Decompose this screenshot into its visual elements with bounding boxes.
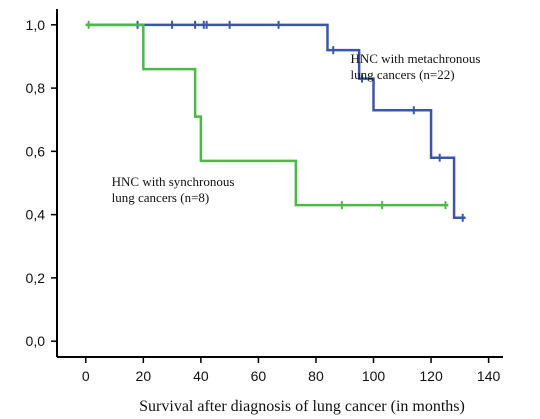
y-tick-label: 0,8 [26, 80, 46, 96]
survival-series-2 [85, 20, 449, 210]
x-tick-label: 40 [193, 368, 209, 384]
series-layer [85, 20, 466, 222]
x-tick-label: 120 [419, 368, 443, 384]
series-annotation: lung cancers (n=8) [112, 190, 210, 205]
x-axis-label: Survival after diagnosis of lung cancer … [139, 398, 465, 415]
x-tick-label: 0 [82, 368, 90, 384]
x-tick-label: 100 [362, 368, 386, 384]
x-tick-label: 20 [136, 368, 152, 384]
y-tick-label: 0,6 [26, 143, 46, 159]
series-annotation: HNC with metachronous [350, 51, 480, 66]
series-annotation: lung cancers (n=22) [350, 67, 454, 82]
axes: 0,0 0,2 0,4 0,6 0,8 1,0 0 20 40 60 80 100 120 140 [26, 9, 503, 384]
survival-series-1 [85, 20, 466, 222]
y-tick-label: 0,4 [26, 207, 46, 223]
x-tick-label: 80 [308, 368, 324, 384]
survival-step-line [85, 23, 466, 220]
y-tick-label: 0,2 [26, 270, 46, 286]
x-tick-label: 60 [251, 368, 267, 384]
y-tick-label: 1,0 [26, 17, 46, 33]
y-tick-label: 0,0 [26, 333, 46, 349]
series-annotation: HNC with synchronous [112, 174, 235, 189]
x-tick-label: 140 [477, 368, 501, 384]
survival-step-line [85, 23, 449, 207]
